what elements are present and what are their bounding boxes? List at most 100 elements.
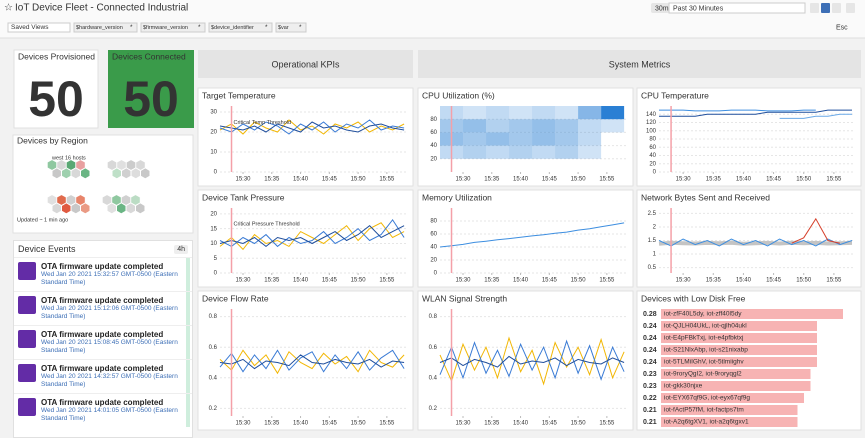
heatmap-cell <box>486 132 510 146</box>
host-hex[interactable] <box>61 167 72 179</box>
toolbar-button[interactable] <box>810 3 819 13</box>
heatmap-cell <box>555 132 579 146</box>
y-tick-label: 40 <box>649 153 656 159</box>
saved-views-box[interactable] <box>7 22 71 33</box>
heatmap-cell <box>486 106 510 120</box>
host-hex[interactable] <box>130 167 141 179</box>
x-tick-label: 15:55 <box>599 421 615 427</box>
x-tick-label: 15:45 <box>322 278 338 284</box>
host-hex[interactable] <box>135 202 146 214</box>
widget-title: Target Temperature <box>202 90 276 100</box>
host-hex[interactable] <box>106 202 117 214</box>
marker-label: Critical Pressure Threshold <box>234 222 300 228</box>
host-hex[interactable] <box>75 194 86 206</box>
host-hex[interactable] <box>121 167 132 179</box>
widget-title: Device Tank Pressure <box>202 192 285 202</box>
dashboard-title: IoT Device Fleet - Connected Industrial <box>15 3 188 14</box>
toplist-value: 0.24 <box>643 347 657 354</box>
event[interactable]: OTA firmware update completed Wed Jan 20 … <box>14 393 192 427</box>
series-line <box>439 339 625 381</box>
y-tick-label: 100 <box>646 128 657 134</box>
time-shortcut-box[interactable] <box>651 3 669 13</box>
widget-title: WLAN Signal Strength <box>422 293 507 303</box>
host-hex[interactable] <box>51 202 62 214</box>
event-body: OTA firmware update completed Wed Jan 20 … <box>41 364 182 389</box>
template-variable[interactable] <box>73 22 138 33</box>
host-hex[interactable] <box>80 167 91 179</box>
toplist-bar <box>661 369 811 379</box>
host-hex[interactable] <box>116 202 127 214</box>
heatmap-cell <box>463 119 487 133</box>
y-tick-label: 0.4 <box>209 375 218 381</box>
heatmap-cell <box>463 106 487 120</box>
host-hex[interactable] <box>51 167 62 179</box>
y-tick-label: 2 <box>653 225 657 231</box>
host-hex[interactable] <box>75 159 86 171</box>
x-tick-label: 15:50 <box>351 278 367 284</box>
widget-title: CPU Utilization (%) <box>422 90 495 100</box>
toolbar-button[interactable] <box>821 3 830 13</box>
host-hex[interactable] <box>140 167 151 179</box>
widget <box>197 189 414 288</box>
toplist-label: iot-9roryQgI2, iot-9roryqgl2 <box>664 371 742 378</box>
star-icon: ☆ <box>4 3 13 14</box>
widget-title: Device Flow Rate <box>202 293 269 303</box>
x-tick-label: 15:45 <box>322 421 338 427</box>
host-hex[interactable] <box>47 194 57 206</box>
time-span[interactable]: 4h <box>174 244 188 254</box>
y-tick-label: 30 <box>210 110 217 116</box>
x-tick-label: 15:55 <box>379 278 395 284</box>
template-variable[interactable] <box>140 22 206 33</box>
x-tick-label: 15:30 <box>456 278 472 284</box>
x-tick-label: 15:35 <box>484 278 500 284</box>
event[interactable]: OTA firmware update completed Wed Jan 20 … <box>14 325 192 359</box>
host-hex[interactable] <box>125 202 136 214</box>
x-tick-label: 15:45 <box>766 278 782 284</box>
event-body: OTA firmware update completed Wed Jan 20 … <box>41 296 182 321</box>
event-time: Wed Jan 20 2021 14:01:05 GMT-0500 (Easte… <box>41 407 178 422</box>
heatmap-cell <box>509 106 533 120</box>
group-title: System Metrics <box>609 59 671 69</box>
y-tick-label: 0.6 <box>429 345 438 351</box>
heatmap-cell <box>555 145 579 159</box>
toolbar-button[interactable] <box>832 3 841 13</box>
host-hex[interactable] <box>61 202 72 214</box>
host-hex[interactable] <box>47 159 57 171</box>
event-icon <box>18 364 36 382</box>
host-hex[interactable] <box>111 167 122 179</box>
x-tick-label: 15:35 <box>484 421 500 427</box>
y-tick-label: 0.2 <box>429 406 438 412</box>
event-icon <box>18 330 36 348</box>
toplist-label: iot-E4pFBkTxj, iot-e4pfbktxj <box>664 335 743 342</box>
widget <box>13 49 99 129</box>
series-line <box>219 218 405 248</box>
event[interactable]: OTA firmware update completed Wed Jan 20 … <box>14 359 192 393</box>
toplist-bar <box>661 381 811 391</box>
toplist-label: iot-EYX67qf9G, iot-eyx67qf9g <box>664 395 750 402</box>
toplist-bar <box>661 417 798 427</box>
x-tick-label: 15:50 <box>571 177 587 183</box>
x-tick-label: 15:30 <box>676 278 692 284</box>
event-title: OTA firmware update completed <box>41 330 164 339</box>
host-hex[interactable] <box>70 167 81 179</box>
toplist-value: 0.28 <box>643 311 657 318</box>
host-hex[interactable] <box>130 194 141 206</box>
x-tick-label: 15:45 <box>766 177 782 183</box>
host-hex[interactable] <box>70 202 81 214</box>
time-range-box[interactable] <box>668 2 806 14</box>
x-tick-label: 15:35 <box>706 177 722 183</box>
series-line <box>658 238 853 247</box>
y-tick-label: 0.4 <box>429 375 438 381</box>
y-tick-label: 40 <box>430 245 437 251</box>
toolbar-button[interactable] <box>846 3 855 13</box>
host-hex[interactable] <box>80 202 91 214</box>
x-tick-label: 15:55 <box>826 278 842 284</box>
template-variable[interactable] <box>208 22 273 33</box>
host-hex[interactable] <box>135 159 146 171</box>
template-variable[interactable] <box>275 22 307 33</box>
x-tick-label: 15:35 <box>706 278 722 284</box>
y-tick-label: 0.6 <box>209 345 218 351</box>
event[interactable]: OTA firmware update completed Wed Jan 20 … <box>14 257 192 291</box>
event[interactable]: OTA firmware update completed Wed Jan 20 … <box>14 291 192 325</box>
heatmap-cell <box>532 119 556 133</box>
